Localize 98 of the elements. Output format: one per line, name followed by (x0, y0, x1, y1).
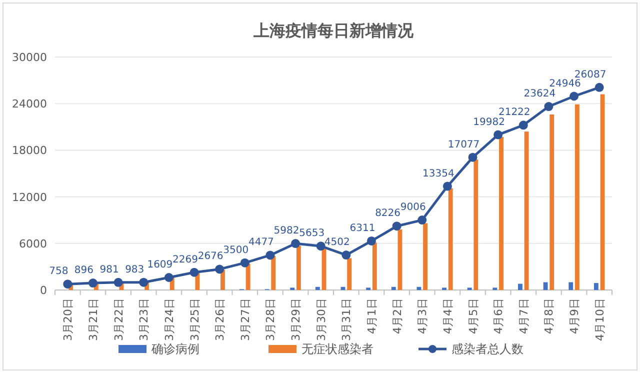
data-label: 8226 (375, 208, 401, 220)
x-tick-label: 3月21日 (86, 298, 100, 341)
x-tick-label: 4月4日 (441, 298, 454, 334)
bar (416, 286, 422, 290)
point (114, 278, 123, 287)
data-label: 2269 (172, 254, 198, 266)
data-label: 17077 (448, 139, 480, 150)
point (291, 239, 300, 248)
point (418, 216, 427, 225)
bar (423, 223, 428, 290)
data-label: 5982 (274, 226, 300, 237)
data-label: 24946 (549, 78, 581, 90)
point (392, 222, 402, 231)
legend-label: 感染者总人数 (452, 342, 524, 356)
x-tick-label: 4月1日 (365, 298, 378, 334)
data-label: 19982 (473, 116, 505, 128)
data-label: 3500 (223, 244, 249, 256)
point (88, 278, 98, 288)
x-tick-label: 3月28日 (264, 298, 278, 341)
y-tick-label: 18000 (12, 144, 47, 158)
x-tick-label: 3月23日 (138, 298, 151, 341)
point (164, 273, 174, 282)
data-label: 5653 (299, 228, 325, 240)
x-tick-label: 3月20日 (62, 298, 75, 341)
data-label: 1609 (147, 260, 173, 271)
y-tick-label: 12000 (12, 190, 47, 204)
bar (518, 284, 522, 290)
bar (315, 286, 320, 290)
point (215, 264, 224, 274)
x-tick-label: 4月9日 (568, 298, 582, 334)
x-tick-label: 3月22日 (112, 298, 126, 341)
point (240, 258, 250, 268)
data-label: 981 (100, 264, 119, 276)
point (594, 82, 604, 92)
point (316, 242, 326, 251)
bar (296, 246, 301, 290)
x-tick-label: 4月6日 (492, 298, 506, 334)
bar (543, 282, 548, 290)
bar (568, 282, 574, 290)
x-tick-label: 4月5日 (466, 298, 480, 334)
bar (246, 264, 250, 290)
y-tick-label: 24000 (12, 98, 47, 111)
bar (398, 229, 402, 290)
x-tick-label: 3月26日 (214, 298, 227, 341)
bar (448, 188, 453, 290)
bar (499, 136, 504, 290)
data-label: 758 (49, 266, 68, 278)
data-label: 26087 (574, 69, 606, 80)
x-tick-label: 4月7日 (517, 298, 530, 334)
x-tick-label: 3月27日 (238, 298, 252, 341)
point (544, 102, 554, 112)
point (190, 268, 199, 277)
data-label: 21222 (498, 107, 530, 118)
bar (220, 270, 225, 290)
data-label: 2676 (198, 251, 224, 262)
point (442, 182, 452, 191)
x-tick-label: 4月10日 (593, 298, 606, 341)
bar (372, 242, 377, 290)
data-label: 13354 (422, 168, 454, 180)
data-label: 896 (74, 265, 94, 276)
data-label: 9006 (400, 202, 426, 214)
y-tick-label: 6000 (19, 237, 47, 250)
bar (271, 256, 276, 290)
point (266, 250, 275, 260)
bar (347, 258, 352, 290)
point (494, 130, 503, 140)
bar (550, 114, 554, 290)
legend-label: 确诊病例 (150, 342, 200, 356)
data-label: 983 (125, 264, 144, 276)
x-tick-label: 3月29日 (290, 298, 303, 341)
point (63, 280, 72, 289)
bar (600, 94, 605, 290)
y-tick-label: 0 (40, 284, 47, 297)
bar (391, 286, 396, 290)
x-tick-label: 4月3日 (416, 298, 430, 334)
bar (524, 132, 529, 290)
point (570, 92, 579, 101)
point (366, 236, 376, 246)
point (468, 152, 478, 162)
y-tick-label: 30000 (12, 51, 47, 64)
x-tick-label: 3月31日 (340, 298, 354, 341)
point (139, 278, 148, 287)
x-tick-label: 3月25日 (188, 298, 202, 341)
data-label: 6311 (350, 222, 376, 234)
x-tick-label: 4月2日 (390, 298, 404, 334)
point (518, 120, 528, 130)
x-tick-label: 3月24日 (162, 298, 176, 341)
x-tick-label: 3月30日 (314, 298, 328, 341)
bar (574, 104, 580, 290)
data-label: 4477 (248, 237, 274, 248)
bar (594, 283, 598, 290)
x-tick-label: 4月8日 (542, 298, 556, 334)
bar (474, 160, 478, 290)
point (342, 250, 351, 260)
chart-title: 上海疫情每日新增情况 (252, 21, 414, 40)
data-label: 23624 (524, 88, 556, 100)
data-label: 4502 (324, 237, 350, 248)
legend-label: 无症状感染者 (302, 342, 374, 356)
